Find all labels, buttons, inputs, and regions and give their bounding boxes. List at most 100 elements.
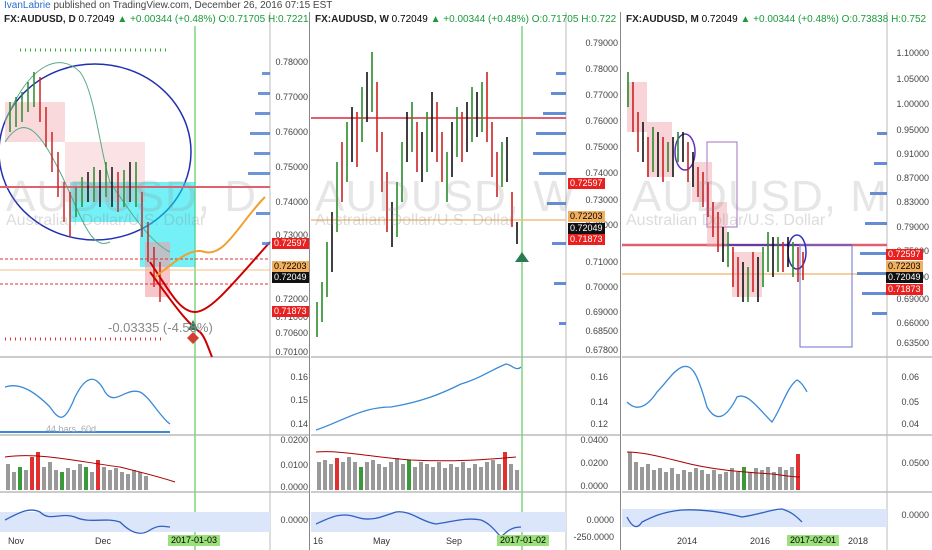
price-label-last: 0.72049 <box>886 272 923 283</box>
chart-panel-daily[interactable]: FX:AUDUSD, D 0.72049 ▲ +0.00344 (+0.48%)… <box>0 12 310 550</box>
symbol-label: FX:AUDUSD, W <box>315 14 389 25</box>
price-label-level: 0.72203 <box>272 261 309 272</box>
axis-tick: 0.73000 <box>585 195 618 205</box>
x-label: 16 <box>313 536 324 546</box>
symbol-watermark: AUDUSD, W <box>315 172 576 221</box>
axis-tick: 0.66000 <box>896 318 929 328</box>
last-price: 0.72049 <box>391 14 428 25</box>
symbol-label: FX:AUDUSD, D <box>4 14 76 25</box>
high-value: H:0.7221 <box>267 14 309 25</box>
x-label: 2018 <box>848 536 869 546</box>
volume-axis: 0.0500 <box>889 435 929 492</box>
chart-canvas <box>0 12 309 550</box>
axis-tick: 0.63500 <box>896 338 929 348</box>
oscillator-axis: 0.0000 <box>889 492 929 542</box>
high-value: H:0.752 <box>891 14 927 25</box>
symbol-watermark: AUDUSD, M <box>632 172 888 221</box>
x-label: May <box>373 536 391 546</box>
axis-tick: 0.87000 <box>896 173 929 183</box>
axis-tick: 0.78000 <box>585 64 618 74</box>
publisher-bar: IvanLabrie published on TradingView.com,… <box>0 0 932 12</box>
price-label-last: 0.72049 <box>568 223 605 234</box>
open-value: O:0.71705 <box>531 14 579 25</box>
author-link[interactable]: IvanLabrie <box>4 0 51 11</box>
symbol-watermark: AUDUSD, D <box>6 172 258 221</box>
symbol-description-watermark: Australian Dollar/U.S. Dollar <box>315 212 515 229</box>
rsi-axis: 0.16 0.15 0.14 <box>272 357 308 435</box>
axis-tick: 1.00000 <box>896 99 929 109</box>
publish-info: published on TradingView.com, December 2… <box>50 0 333 11</box>
axis-tick: 0.69000 <box>585 307 618 317</box>
axis-tick: 0.16 <box>590 372 608 382</box>
oscillator-axis: 0.0000 <box>272 492 308 542</box>
price-change: ▲ +0.00344 (+0.48%) <box>740 14 839 25</box>
axis-tick: 0.70600 <box>275 328 308 338</box>
price-change: ▲ +0.00344 (+0.48%) <box>117 14 216 25</box>
date-badge: 2017-01-02 <box>497 535 550 546</box>
axis-tick: 0.0000 <box>580 481 608 491</box>
symbol-label: FX:AUDUSD, M <box>626 14 699 25</box>
axis-tick: 0.76000 <box>275 127 308 137</box>
price-label-support: 0.71873 <box>568 234 605 245</box>
axis-tick: 0.0000 <box>280 482 308 492</box>
price-label-resistance: 0.72597 <box>568 178 605 189</box>
axis-tick: 0.83000 <box>896 197 929 207</box>
axis-tick: 0.68500 <box>585 326 618 336</box>
axis-tick: 0.67800 <box>585 345 618 355</box>
axis-tick: 1.05000 <box>896 74 929 84</box>
price-label-support: 0.71873 <box>886 284 923 295</box>
axis-tick: 0.16 <box>290 372 308 382</box>
axis-tick: 0.04 <box>901 419 919 429</box>
axis-tick: 0.77000 <box>275 92 308 102</box>
axis-tick: 0.71000 <box>585 257 618 267</box>
symbol-header: FX:AUDUSD, M 0.72049 ▲ +0.00344 (+0.48%)… <box>626 13 926 26</box>
axis-tick: 0.79000 <box>585 38 618 48</box>
axis-tick: 0.0000 <box>586 515 614 525</box>
date-badge: 2017-02-01 <box>787 535 840 546</box>
axis-tick: 0.79000 <box>896 222 929 232</box>
axis-tick: 0.0500 <box>901 458 929 468</box>
axis-tick: 0.69000 <box>896 294 929 304</box>
axis-tick: 0.0100 <box>280 460 308 470</box>
chart-panel-weekly[interactable]: FX:AUDUSD, W 0.72049 ▲ +0.00344 (+0.48%)… <box>311 12 621 550</box>
rsi-axis: 0.06 0.05 0.04 <box>889 357 919 435</box>
bars-note: 44 bars, 60d <box>46 424 97 434</box>
volume-axis: 0.0400 0.0200 0.0000 <box>568 435 608 492</box>
x-label: 2014 <box>677 536 698 546</box>
volume-axis: 0.0200 0.0100 0.0000 <box>272 435 308 492</box>
x-label: Dec <box>95 536 112 546</box>
axis-tick: 0.71000 <box>275 312 308 322</box>
date-badge: 2017-01-03 <box>168 535 221 546</box>
price-label-level: 0.72203 <box>886 261 923 272</box>
rsi-axis: 0.16 0.14 0.12 <box>568 357 608 435</box>
axis-tick: 0.70100 <box>275 347 308 357</box>
measure-annotation: -0.03335 (-4.58%) <box>108 320 213 335</box>
open-value: O:0.73838 <box>841 14 889 25</box>
chart-panel-monthly[interactable]: FX:AUDUSD, M 0.72049 ▲ +0.00344 (+0.48%)… <box>622 12 932 550</box>
price-axis: 1.10000 1.05000 1.00000 0.95000 0.91000 … <box>889 12 929 357</box>
high-value: H:0.722 <box>581 14 617 25</box>
axis-tick: 0.14 <box>290 419 308 429</box>
chart-canvas <box>311 12 620 550</box>
axis-tick: 0.12 <box>590 419 608 429</box>
x-label: 2016 <box>750 536 771 546</box>
x-label: Nov <box>8 536 25 546</box>
last-price: 0.72049 <box>701 14 738 25</box>
axis-tick: 0.0000 <box>280 515 308 525</box>
axis-tick: 1.10000 <box>896 48 929 58</box>
symbol-header: FX:AUDUSD, D 0.72049 ▲ +0.00344 (+0.48%)… <box>4 13 309 26</box>
axis-tick: 0.95000 <box>896 125 929 135</box>
axis-tick: 0.74000 <box>275 197 308 207</box>
last-price: 0.72049 <box>78 14 115 25</box>
axis-tick: 0.75000 <box>275 162 308 172</box>
axis-tick: 0.0200 <box>580 458 608 468</box>
axis-tick: 0.74000 <box>585 168 618 178</box>
axis-tick: 0.77000 <box>585 90 618 100</box>
axis-tick: 0.91000 <box>896 149 929 159</box>
symbol-description-watermark: Australian Dollar/U.S. Dollar <box>6 212 206 229</box>
axis-tick: 0.78000 <box>275 57 308 67</box>
axis-tick: 0.75000 <box>585 142 618 152</box>
open-value: O:0.71705 <box>218 14 266 25</box>
axis-tick: 0.0000 <box>901 510 929 520</box>
price-axis: 0.78000 0.77000 0.76000 0.75000 0.74000 … <box>272 12 308 357</box>
